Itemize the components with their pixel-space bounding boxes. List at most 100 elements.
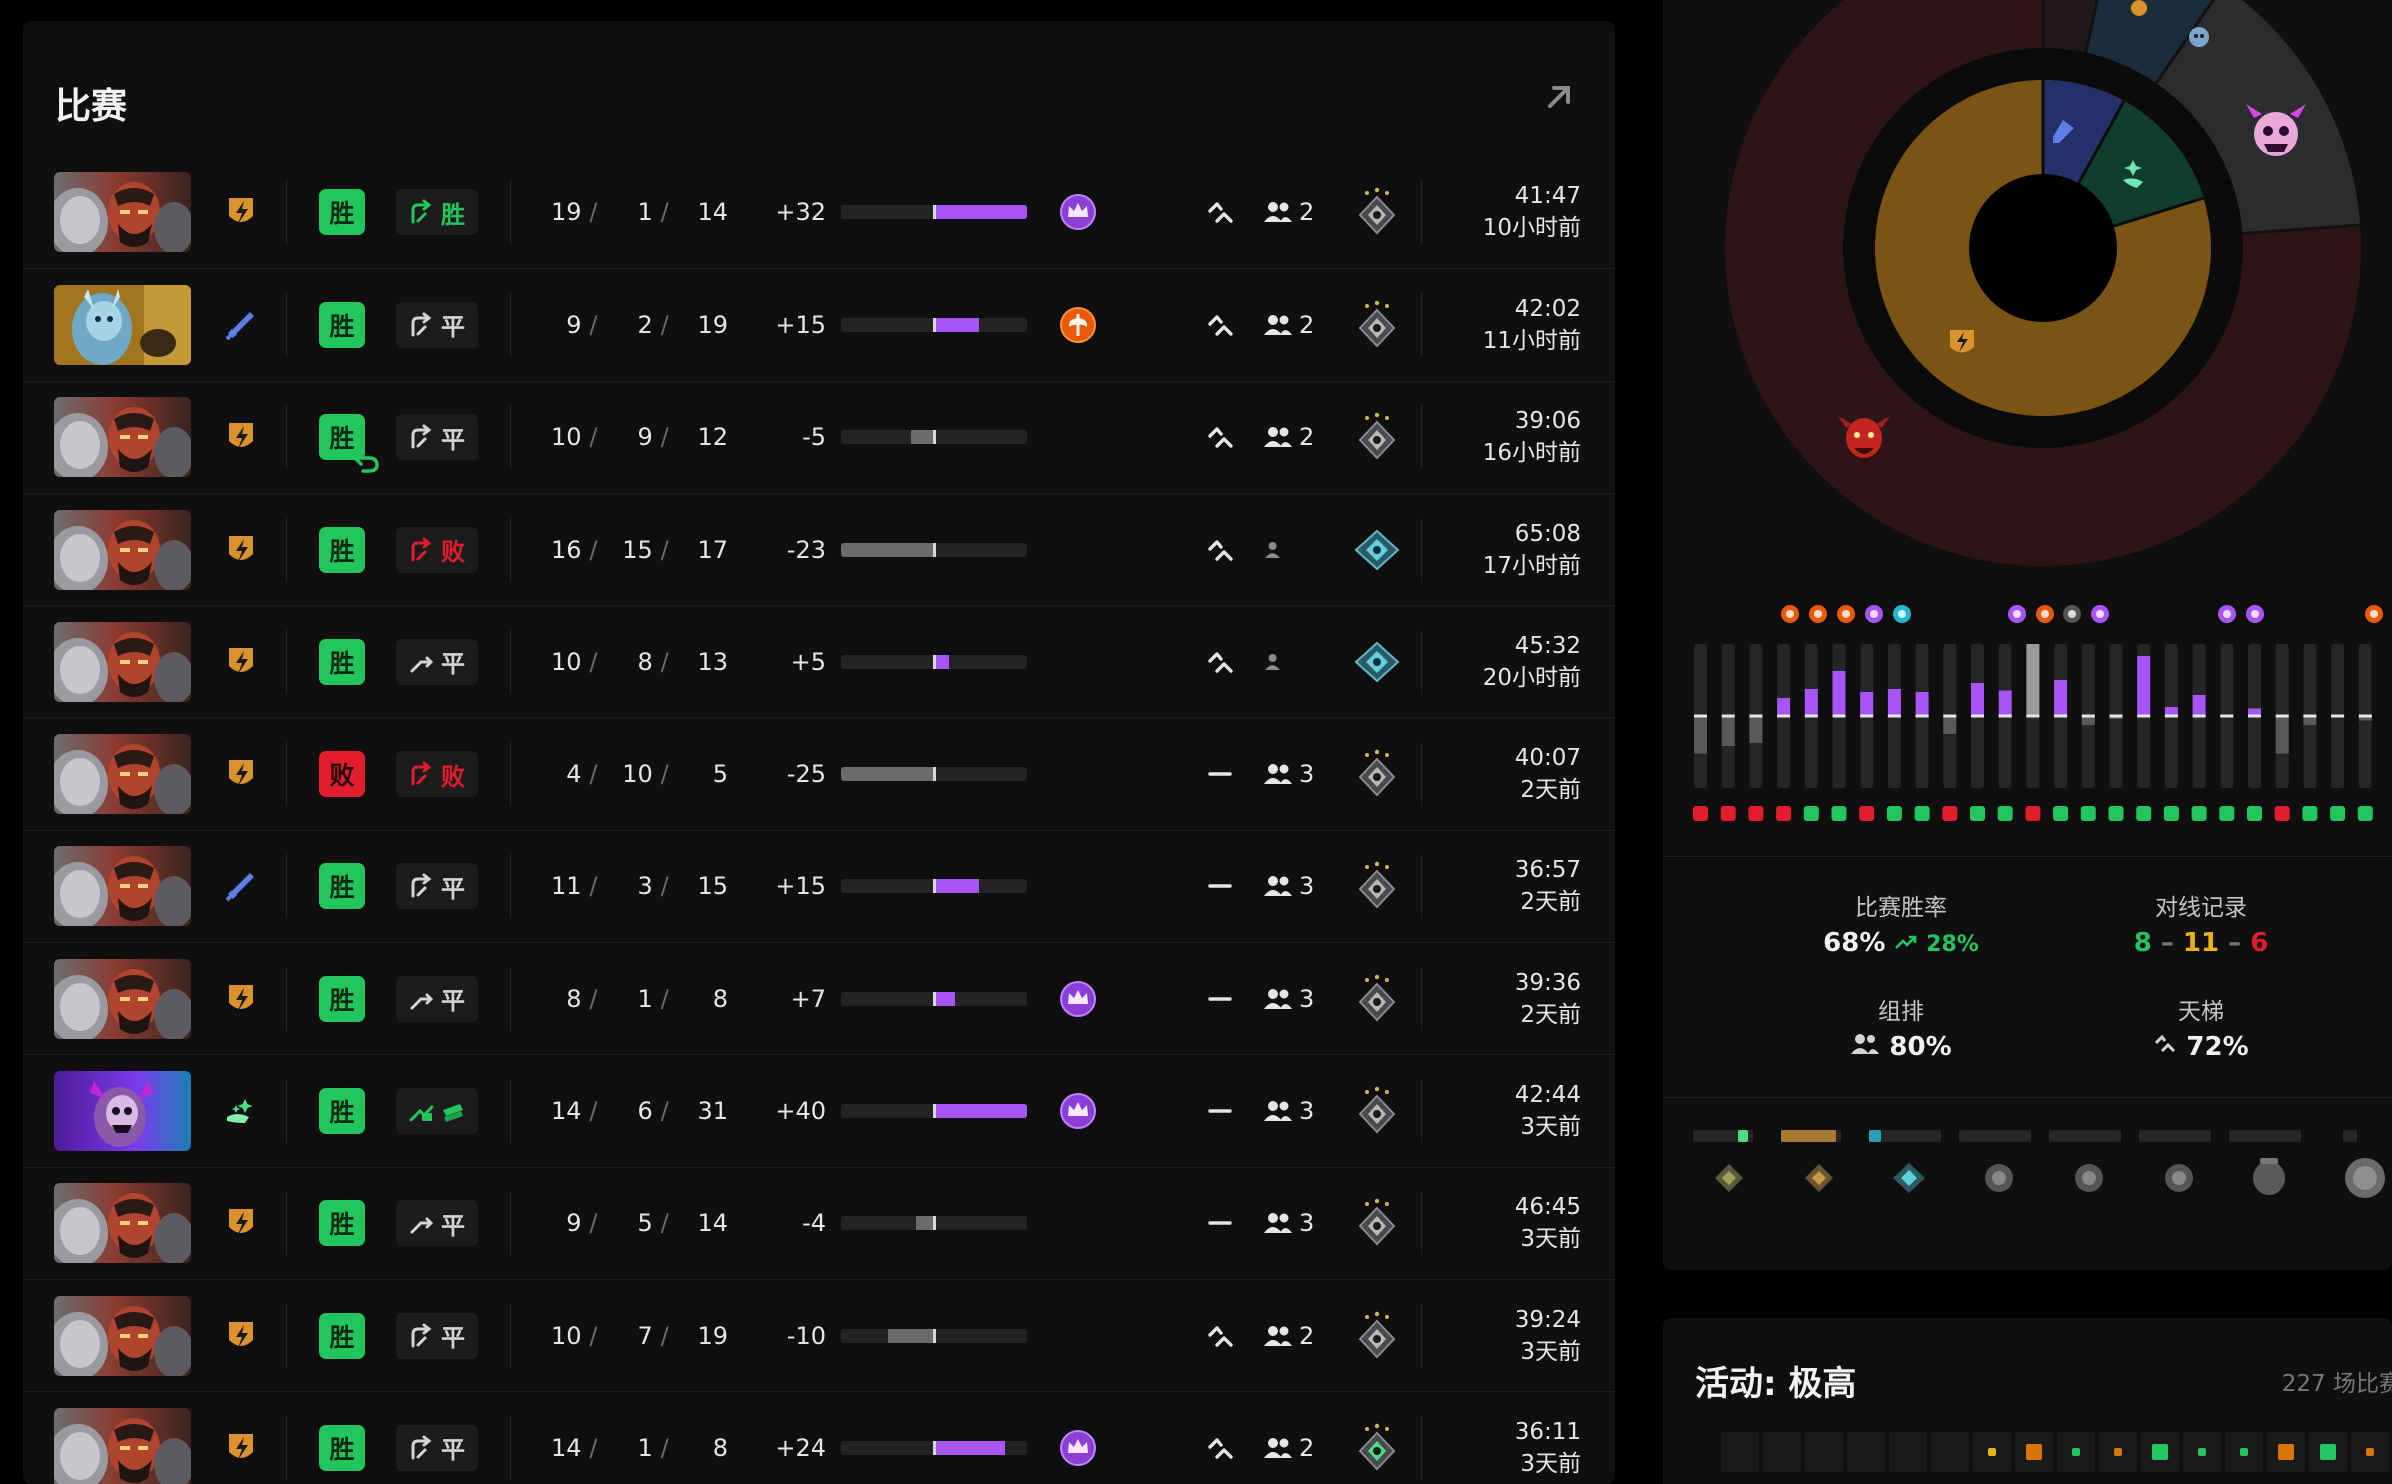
match-row[interactable]: 胜 平 10/ 9/ 12 -5 2 39:06 16小时前 (23, 380, 1615, 493)
history-bar-midline (2220, 714, 2234, 718)
history-result-dot (1776, 806, 1792, 821)
ranked-ladder-icon (1208, 315, 1233, 336)
match-row[interactable]: 胜 平 11/ 3/ 15 +15 3 36:57 2天前 (23, 829, 1615, 942)
match-row[interactable]: 胜 平 10/ 8/ 13 +5 45:32 20小时前 (23, 605, 1615, 717)
history-result-dot (1942, 806, 1958, 821)
history-result-dot (2136, 806, 2152, 821)
column-divider (510, 854, 511, 919)
history-bar-midline (2081, 714, 2095, 718)
column-divider (286, 1303, 287, 1368)
matches-title: 比赛 (55, 86, 128, 127)
rating-bar-fill (915, 1216, 934, 1231)
column-divider (1421, 1303, 1422, 1368)
match-result-text: 胜 (329, 648, 355, 678)
match-duration: 46:45 (1514, 1194, 1581, 1221)
match-row[interactable]: 胜 平 10/ 7/ 19 -10 2 39:24 3天前 (23, 1278, 1615, 1391)
kda-sep: / (660, 1097, 669, 1126)
assists: 15 (697, 872, 728, 901)
hero-role-donut-chart (1725, 0, 2361, 566)
match-row[interactable]: 胜 平 8/ 1/ 8 +7 3 39:36 2天前 (23, 942, 1615, 1054)
hero-portrait-axe[interactable] (54, 397, 191, 478)
match-row[interactable]: 败 败 4/ 10/ 5 -25 3 40:07 2天前 (23, 717, 1615, 829)
sword-role-icon (225, 873, 254, 902)
hero-portrait-dark-willow[interactable] (54, 1071, 191, 1152)
kda-sep: / (589, 535, 598, 564)
rating-bar-midline (933, 1440, 936, 1455)
kills: 14 (551, 1097, 582, 1126)
party-icon (1851, 1034, 1880, 1054)
assists: 14 (697, 1209, 728, 1238)
match-time-ago: 3天前 (1520, 1226, 1581, 1253)
kda-sep: / (660, 872, 669, 901)
history-bar-midline (1860, 714, 1874, 718)
support-role-icon (2123, 160, 2143, 188)
lightning-role-icon (229, 198, 253, 225)
party-icon (1264, 202, 1292, 223)
lightning-role-icon (229, 647, 253, 674)
hero-portrait-axe[interactable] (54, 1407, 191, 1484)
party-size: 2 (1263, 311, 1314, 339)
expand-arrow-icon[interactable] (1541, 79, 1577, 115)
support-role-icon (227, 1099, 253, 1124)
column-divider (510, 1303, 511, 1368)
history-bar (1860, 692, 1874, 716)
match-row[interactable]: 胜 平 14/ 1/ 8 +24 2 36:11 3天前 (23, 1391, 1615, 1484)
column-divider (1421, 180, 1422, 245)
column-divider (510, 292, 511, 357)
kills: 10 (551, 1321, 582, 1350)
hero-portrait-axe[interactable] (54, 509, 191, 590)
hero-portrait-axe[interactable] (54, 1183, 191, 1264)
history-badge-icon-inner (2041, 610, 2049, 618)
match-row[interactable]: 胜 14/ 6/ 31 +40 3 42:44 3天前 (23, 1054, 1615, 1166)
kda-sep: / (589, 1321, 598, 1350)
history-bar-midline (2026, 714, 2040, 718)
winrate-stat: 比赛胜率 68% 28% (1781, 888, 2021, 958)
match-result-badge: 胜 (319, 975, 365, 1022)
rating-bar-fill (911, 430, 934, 445)
history-result-dot (1970, 806, 1985, 821)
history-bar-midline (1971, 714, 1984, 718)
hero-portrait-axe[interactable] (54, 621, 191, 702)
column-divider (286, 405, 287, 470)
history-result-dot (1831, 806, 1847, 821)
history-bar (1915, 692, 1929, 716)
match-time: 46:45 3天前 (1515, 1191, 1581, 1255)
party-size (1263, 650, 1287, 674)
history-result-dot (1693, 806, 1708, 821)
hero-portrait-axe[interactable] (54, 172, 191, 253)
ranked-ladder-icon (1208, 539, 1233, 561)
column-divider (1421, 517, 1422, 582)
hero-portrait-axe[interactable] (54, 846, 191, 927)
match-row[interactable]: 胜 胜 19/ 1/ 14 +32 2 41:47 10小时前 (23, 156, 1615, 268)
kda: 10/ 9/ 12 (538, 423, 728, 451)
match-row[interactable]: 胜 平 9/ 5/ 14 -4 3 46:45 3天前 (23, 1166, 1615, 1279)
hero-portrait-ancient-apparition[interactable] (54, 284, 191, 365)
assists: 12 (697, 423, 728, 452)
match-row[interactable]: 胜 平 9/ 2/ 19 +15 2 42:02 11小时前 (23, 268, 1615, 380)
lane-outcome: 平 (396, 863, 478, 910)
history-bar-midline (2164, 714, 2178, 718)
activity-marker (2240, 1448, 2248, 1456)
kda-sep: / (589, 423, 598, 452)
hero-portrait-axe[interactable] (54, 1295, 191, 1376)
lane-outcome (396, 1088, 478, 1135)
kda-sep: / (589, 647, 598, 676)
column-divider (510, 1415, 511, 1480)
match-row[interactable]: 胜 败 16/ 15/ 17 -23 65:08 17小时前 (23, 492, 1615, 605)
history-bar-midline (2192, 714, 2206, 718)
match-result-text: 胜 (329, 1210, 355, 1240)
lane-stack-icon (443, 1104, 463, 1123)
kda: 16/ 15/ 17 (538, 536, 728, 564)
rating-bar-midline (933, 317, 936, 332)
party-icon (1264, 764, 1292, 785)
empty-badge (1058, 530, 1098, 570)
kda-sep: / (660, 198, 669, 227)
match-result-badge: 胜 (319, 863, 365, 910)
hero-portrait-axe[interactable] (54, 734, 191, 815)
ladder-value: 72% (2186, 1032, 2249, 1062)
match-time-ago: 2天前 (1520, 777, 1581, 804)
column-divider (286, 180, 287, 245)
empty-badge (1058, 866, 1098, 906)
lane-up-icon (411, 424, 432, 449)
hero-portrait-axe[interactable] (54, 958, 191, 1039)
